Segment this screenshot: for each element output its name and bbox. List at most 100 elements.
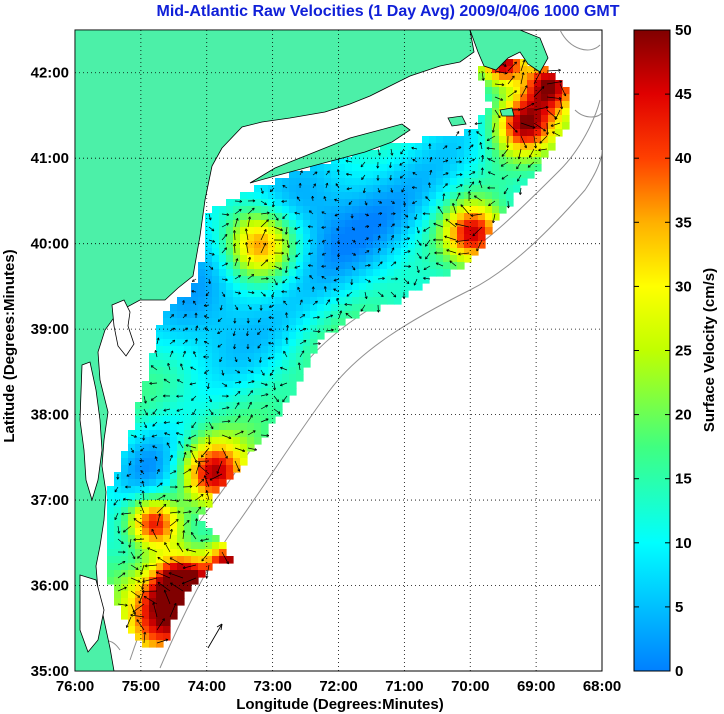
velocity-cell (156, 465, 164, 473)
velocity-cell (135, 423, 143, 431)
velocity-cell (198, 535, 206, 543)
velocity-cell (233, 444, 241, 452)
velocity-cell (142, 479, 150, 487)
velocity-arrow (185, 444, 197, 449)
velocity-cell (331, 262, 339, 270)
velocity-arrow (221, 406, 230, 410)
velocity-cell (359, 192, 367, 200)
velocity-cell (254, 374, 262, 382)
velocity-cell (408, 185, 416, 193)
velocity-arrow (191, 278, 197, 282)
velocity-cell (450, 157, 458, 165)
velocity-cell (317, 255, 325, 263)
velocity-arrow (121, 512, 132, 516)
velocity-cell (310, 220, 318, 228)
velocity-cell (303, 297, 311, 305)
velocity-cell (156, 388, 164, 396)
velocity-cell (471, 206, 479, 214)
velocity-cell (219, 479, 227, 487)
velocity-cell (303, 311, 311, 319)
velocity-cell (317, 213, 325, 221)
velocity-cell (352, 192, 360, 200)
velocity-arrow (181, 300, 185, 306)
velocity-cell (163, 360, 171, 368)
velocity-arrow (130, 447, 134, 453)
velocity-cell (142, 570, 150, 578)
velocity-cell (142, 381, 150, 389)
velocity-cell (317, 332, 325, 340)
velocity-cell (205, 220, 213, 228)
velocity-cell (352, 262, 360, 270)
velocity-cell (226, 255, 234, 263)
velocity-cell (268, 227, 276, 235)
velocity-cell (373, 206, 381, 214)
velocity-cell (359, 269, 367, 277)
velocity-cell (310, 255, 318, 263)
velocity-arrow (478, 180, 483, 189)
velocity-cell (275, 395, 283, 403)
velocity-cell (527, 115, 535, 123)
velocity-cell (401, 143, 409, 151)
velocity-cell (282, 262, 290, 270)
velocity-cell (177, 311, 185, 319)
velocity-cell (219, 339, 227, 347)
velocity-cell (492, 213, 500, 221)
velocity-cell (191, 374, 199, 382)
lat-tick-label: 40:00 (31, 236, 69, 253)
velocity-cell (429, 199, 437, 207)
velocity-cell (205, 479, 213, 487)
velocity-cell (527, 94, 535, 102)
velocity-cell (191, 542, 199, 550)
velocity-cell (408, 262, 416, 270)
velocity-cell (394, 178, 402, 186)
velocity-cell (156, 458, 164, 466)
velocity-arrow (163, 589, 171, 605)
velocity-cell (170, 437, 178, 445)
velocity-cell (457, 234, 465, 242)
velocity-arrow (169, 454, 173, 462)
velocity-cell (282, 213, 290, 221)
velocity-cell (191, 556, 199, 564)
velocity-arrow (156, 618, 165, 631)
velocity-cell (142, 619, 150, 627)
velocity-arrow (182, 564, 197, 570)
velocity-arrow (390, 187, 394, 193)
velocity-cell (198, 395, 206, 403)
velocity-cell (198, 549, 206, 557)
velocity-cell (184, 465, 192, 473)
velocity-cell (422, 206, 430, 214)
velocity-cell (198, 374, 206, 382)
velocity-cell (289, 227, 297, 235)
velocity-arrow (221, 369, 225, 376)
velocity-cell (240, 381, 248, 389)
velocity-cell (338, 192, 346, 200)
velocity-cell (149, 640, 157, 648)
velocity-arrow (141, 589, 158, 593)
velocity-cell (135, 542, 143, 550)
velocity-cell (464, 143, 472, 151)
velocity-cell (429, 241, 437, 249)
velocity-cell (212, 542, 220, 550)
velocity-cell (212, 472, 220, 480)
velocity-cell (212, 353, 220, 361)
velocity-cell (212, 213, 220, 221)
velocity-cell (191, 381, 199, 389)
velocity-cell (205, 346, 213, 354)
velocity-arrow (476, 131, 483, 137)
velocity-cell (275, 199, 283, 207)
velocity-cell (422, 220, 430, 228)
velocity-cell (219, 360, 227, 368)
velocity-cell (429, 262, 437, 270)
velocity-arrow (166, 442, 171, 449)
velocity-arrow (267, 356, 275, 360)
velocity-cell (345, 304, 353, 312)
velocity-arrow (399, 161, 405, 166)
velocity-cell (149, 479, 157, 487)
velocity-arrow (454, 222, 470, 228)
velocity-cell (282, 339, 290, 347)
velocity-cell (373, 150, 381, 158)
velocity-cell (457, 199, 465, 207)
velocity-cell (310, 262, 318, 270)
velocity-cell (324, 227, 332, 235)
velocity-arrow (260, 200, 267, 206)
